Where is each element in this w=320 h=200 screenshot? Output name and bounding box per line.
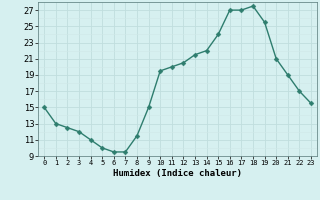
X-axis label: Humidex (Indice chaleur): Humidex (Indice chaleur) <box>113 169 242 178</box>
